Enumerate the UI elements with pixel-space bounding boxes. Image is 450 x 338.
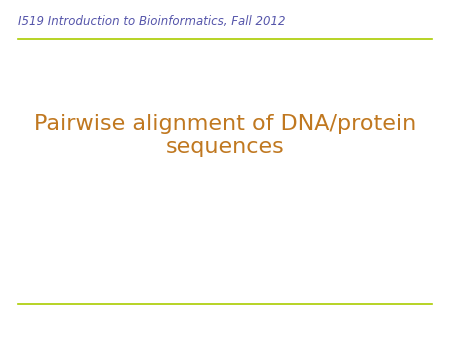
Text: I519 Introduction to Bioinformatics, Fall 2012: I519 Introduction to Bioinformatics, Fal… <box>18 15 285 28</box>
Text: Pairwise alignment of DNA/protein
sequences: Pairwise alignment of DNA/protein sequen… <box>34 114 416 157</box>
